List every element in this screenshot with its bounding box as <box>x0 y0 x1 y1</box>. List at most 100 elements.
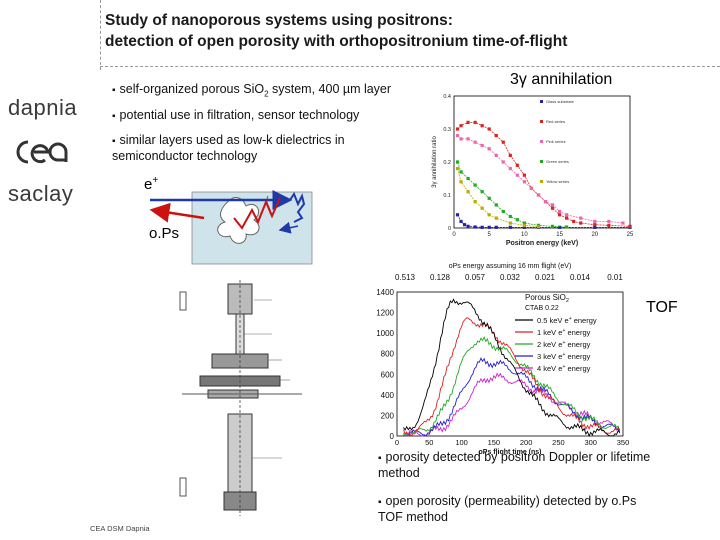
chart2-plot-frame <box>396 291 624 437</box>
chart1-data-point <box>480 190 484 194</box>
chart1-data-point <box>593 219 597 223</box>
bullet-doppler: ▪ porosity detected by positron Doppler o… <box>378 450 651 480</box>
chart1-series-line <box>457 122 631 227</box>
chart1-data-point <box>522 221 526 225</box>
chart1-data-point <box>515 163 519 167</box>
chart1-xtick-label: 15 <box>556 232 563 238</box>
chart1-series-line <box>457 161 567 228</box>
title-line-1: Study of nanoporous systems using positr… <box>105 12 453 29</box>
chart2-xtick-label: 0 <box>395 438 399 447</box>
chart2-xlabel: oPs flight time (ns) <box>479 449 542 454</box>
chart1-data-point <box>466 176 470 181</box>
chart1-data-point <box>466 224 470 228</box>
chart1-plot-frame <box>453 95 631 229</box>
chart1-data-point <box>508 167 512 171</box>
chart1-data-point <box>462 223 467 227</box>
cea-c-shape <box>16 140 29 164</box>
chart1-data-point <box>550 224 555 228</box>
chart1-data-point <box>508 214 512 219</box>
positron-diagram <box>149 190 313 265</box>
tof-label: TOF <box>646 299 678 316</box>
chart1-data-point <box>473 140 477 144</box>
tof-chart: oPs energy assuming 16 mm flight (eV) 0.5… <box>376 263 629 454</box>
chart1-data-point <box>473 183 477 187</box>
chart1-xtick-label: 5 <box>488 232 492 238</box>
chart1-data-point <box>466 137 470 141</box>
chart1-data-point <box>487 127 491 131</box>
ops-emission-arrow <box>149 202 205 223</box>
chart2-legend-label: 0.5 keV e+ energy <box>537 316 597 325</box>
chart2-ytick-label: 1200 <box>376 309 394 318</box>
chart2-xtick-label: 200 <box>520 438 533 447</box>
chart1-data-point <box>480 143 484 148</box>
chart1-data-point <box>522 180 526 184</box>
bullet-dot: ▪ <box>378 497 382 508</box>
chart1-data-point <box>501 160 505 164</box>
chart1-data-point <box>536 225 541 229</box>
chart2-legend-label: 1 keV e+ energy <box>537 328 591 337</box>
saclay-logo: saclay <box>8 181 74 206</box>
chart2-ytick-label: 800 <box>381 350 395 359</box>
chart2-top-axis-title: oPs energy assuming 16 mm flight (eV) <box>449 263 572 270</box>
chart1-xtick-label: 25 <box>627 232 634 238</box>
chart1-data-point <box>466 190 470 194</box>
chart1-data-point <box>565 213 569 217</box>
apparatus-top-flange <box>227 283 253 315</box>
footer-credit: CEA DSM Dapnia <box>90 524 150 533</box>
chart1-legend-label: Green series <box>546 159 569 164</box>
chart1-legend-marker <box>540 140 543 143</box>
chart1-ytick-label: 0 <box>448 226 451 232</box>
chart2-ytick-label: 400 <box>381 391 395 400</box>
chart1-data-point <box>628 224 632 228</box>
chart1-data-point <box>593 225 597 229</box>
chart1-ylabel: 3γ annihilation ratio <box>432 135 438 187</box>
bullet-dot: ▪ <box>112 111 116 122</box>
chart1-data-point <box>455 127 460 131</box>
chart1-data-point <box>522 173 526 177</box>
pore-shape <box>217 197 260 244</box>
chart2-annotation-sample: Porous SiO2 <box>525 293 569 304</box>
apparatus-drawing <box>179 280 302 516</box>
chart2-top-tick-label: 0.057 <box>465 273 486 282</box>
annihilation-chart: 0 0.1 0.2 0.3 0.4 0 5 10 15 20 25 Positron energy (… <box>432 94 634 247</box>
cea-a-shape <box>48 142 68 162</box>
chart1-data-point <box>621 221 625 225</box>
chart2-top-tick-label: 0.128 <box>430 273 451 282</box>
chart2-top-tick-label: 0.01 <box>607 273 623 282</box>
bullet-low-k: ▪ similar layers used as low-k dielectric… <box>112 133 345 163</box>
chart2-legend-label: 3 keV e+ energy <box>537 352 591 361</box>
chart1-data-point <box>522 223 526 227</box>
chart1-xtick-label: 10 <box>521 232 528 238</box>
chart1-data-point <box>515 173 519 177</box>
chart2-annotation-ctab: CTAB 0.22 <box>525 305 559 312</box>
chart1-data-point <box>487 147 491 151</box>
chart1-data-point <box>473 120 477 124</box>
chart1-legend-marker <box>540 180 543 183</box>
header-divider-vertical <box>100 0 102 70</box>
chart2-ytick-label: 0 <box>390 432 395 441</box>
chart1-data-point <box>480 225 484 229</box>
ops-label: o.Ps <box>149 225 180 242</box>
bullet-dot: ▪ <box>378 453 382 464</box>
chart2-series-line <box>403 336 621 437</box>
bullet-porous-system: ▪ self-organized porous SiO2 system, 400 … <box>112 82 392 99</box>
chart1-legend-label: Glass substrate <box>546 99 575 104</box>
chart1-data-point <box>558 209 562 214</box>
chart2-legend-label: 2 keV e+ energy <box>537 340 591 349</box>
chart1-data-point <box>494 153 498 157</box>
chart1-data-point <box>455 160 460 164</box>
chart2-top-tick-label: 0.513 <box>395 273 416 282</box>
chart1-xtick-label: 0 <box>452 232 456 238</box>
chart1-data-point <box>579 216 583 220</box>
chart1-data-point <box>455 213 460 217</box>
chart1-legend-marker <box>540 120 543 123</box>
apparatus-left-top-box <box>179 291 187 311</box>
positron-thermalization-path <box>289 191 306 223</box>
chart2-top-tick-label: 0.021 <box>535 273 556 282</box>
dapnia-logo: dapnia <box>8 95 78 120</box>
chart1-data-point <box>593 223 597 227</box>
chart1-xlabel: Positron energy (keV) <box>506 240 578 247</box>
chart1-data-point <box>501 209 505 214</box>
chart1-data-point <box>459 170 463 174</box>
chart1-data-point <box>565 225 569 229</box>
